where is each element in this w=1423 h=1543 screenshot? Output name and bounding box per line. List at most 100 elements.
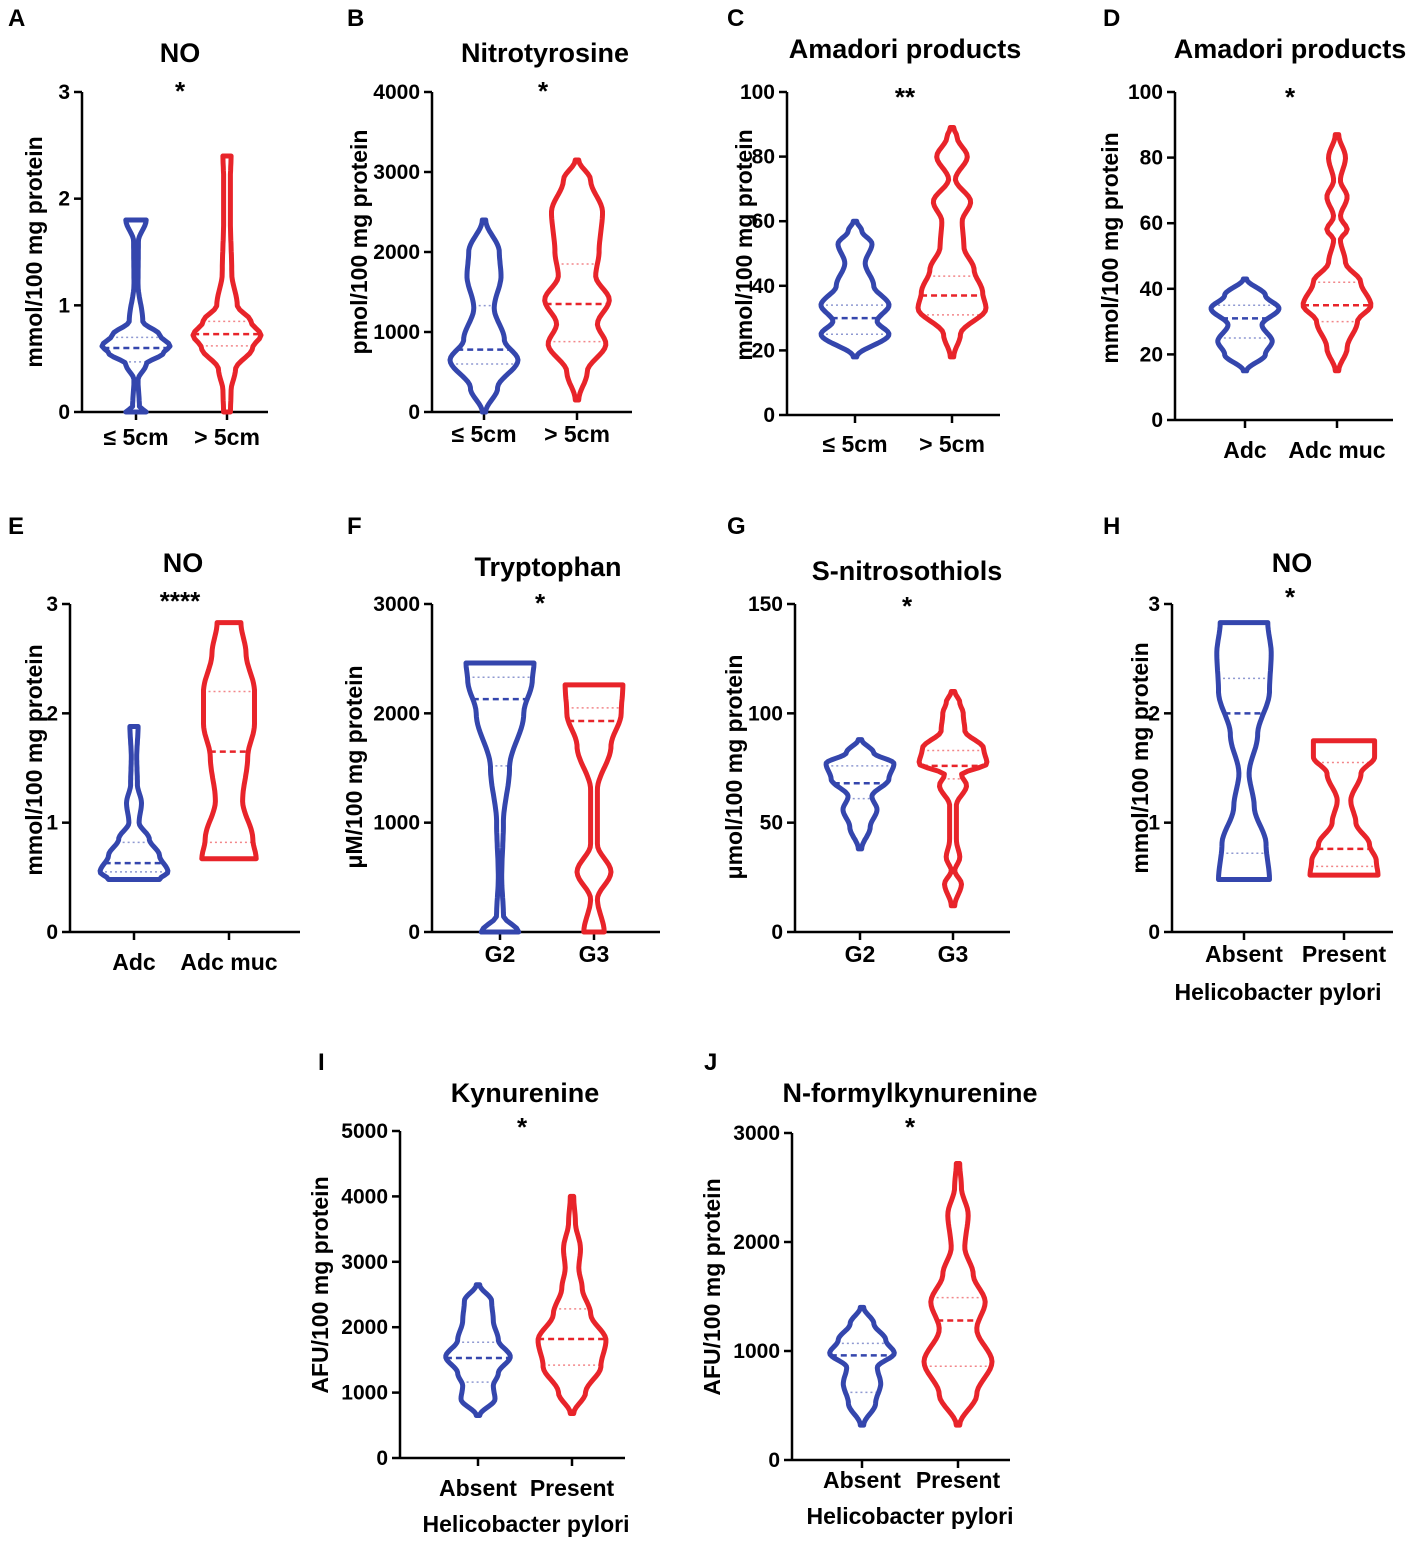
panel-g: G S-nitrosothiols * μmol/100 mg protein 0 50 1… — [721, 513, 1010, 967]
x-axis-title: Helicobacter pylori — [422, 1511, 629, 1537]
y-tick-label: 150 — [748, 593, 783, 616]
panel-letter: I — [318, 1049, 325, 1076]
violin-shape — [921, 1161, 995, 1428]
chart-title: NO — [163, 548, 204, 578]
y-tick-label: 3000 — [341, 1251, 388, 1274]
y-tick-label: 0 — [58, 401, 70, 424]
x-axis-title: Helicobacter pylori — [1174, 979, 1381, 1005]
violin-shape — [535, 1193, 609, 1416]
significance-marker: * — [517, 1112, 528, 1142]
panel-h: H NO * mmol/100 mg protein 0 1 2 3 Absent Present… — [1103, 513, 1393, 1005]
x-category-label: > 5cm — [194, 424, 260, 450]
chart-title: Nitrotyrosine — [461, 38, 629, 68]
y-axis-label: mmol/100 mg protein — [1097, 132, 1123, 363]
y-tick-label: 0 — [1151, 409, 1163, 432]
x-category-label: Present — [916, 1467, 1001, 1493]
y-axis-label: μmol/100 mg protein — [721, 655, 747, 880]
violin-shape — [827, 1304, 897, 1428]
y-tick-label: 0 — [768, 1449, 780, 1472]
chart-title: S-nitrosothiols — [812, 556, 1003, 586]
panel-letter: E — [8, 513, 24, 540]
x-category-label: G2 — [845, 941, 876, 967]
x-category-label: G3 — [579, 941, 610, 967]
y-tick-label: 80 — [1140, 147, 1163, 170]
x-category-label: Adc muc — [1288, 437, 1385, 463]
y-tick-label: 2 — [1148, 702, 1160, 725]
y-tick-label: 20 — [1140, 343, 1163, 366]
significance-marker: * — [1285, 582, 1296, 612]
violin-shape — [1307, 738, 1381, 878]
y-tick-label: 2000 — [373, 241, 420, 264]
x-category-label: Absent — [439, 1475, 517, 1501]
violin-shape — [97, 724, 171, 882]
chart-title: N-formylkynurenine — [782, 1078, 1037, 1108]
violin-shape — [1208, 276, 1282, 374]
y-tick-label: 50 — [760, 812, 783, 835]
violin-shape — [1300, 132, 1374, 374]
significance-marker: * — [1285, 82, 1296, 112]
y-tick-label: 3000 — [373, 593, 420, 616]
y-tick-label: 0 — [408, 921, 420, 944]
violin-shape — [915, 125, 989, 360]
y-tick-label: 2 — [46, 702, 58, 725]
x-category-label: Adc muc — [180, 949, 277, 975]
y-tick-label: 20 — [752, 339, 775, 362]
panel-c: C Amadori products ** mmol/100 mg protein 0 2… — [727, 5, 1021, 457]
y-tick-label: 1000 — [341, 1382, 388, 1405]
panel-a: A NO * mmol/100 mg protein 0 1 2 3 ≤ 5cm > 5cm — [8, 5, 268, 450]
y-axis-label: mmol/100 mg protein — [21, 644, 47, 875]
significance-marker: ** — [895, 82, 916, 112]
y-tick-label: 1 — [46, 812, 58, 835]
x-category-label: G3 — [938, 941, 969, 967]
violin-shape — [443, 1282, 513, 1418]
y-axis-label: mmol/100 mg protein — [731, 129, 757, 360]
y-axis-label: mmol/100 mg protein — [21, 136, 47, 367]
y-axis-label: AFU/100 mg protein — [699, 1178, 725, 1395]
x-category-label: ≤ 5cm — [103, 424, 168, 450]
significance-marker: **** — [160, 586, 201, 616]
violin-shape — [916, 689, 990, 909]
violin-shape — [190, 153, 264, 415]
significance-marker: * — [538, 76, 549, 106]
panel-d: D Amadori products * mmol/100 mg protein 0 20… — [1097, 5, 1406, 463]
y-tick-label: 1 — [58, 294, 70, 317]
significance-marker: * — [535, 588, 546, 618]
y-tick-label: 1000 — [373, 812, 420, 835]
y-tick-label: 0 — [408, 401, 420, 424]
panel-letter: B — [347, 5, 364, 32]
x-axis-title: Helicobacter pylori — [806, 1503, 1013, 1529]
x-category-label: > 5cm — [919, 431, 985, 457]
y-tick-label: 100 — [748, 702, 783, 725]
chart-title: Amadori products — [789, 34, 1022, 64]
chart-title: NO — [160, 38, 201, 68]
y-tick-label: 1000 — [373, 321, 420, 344]
y-tick-label: 3 — [46, 593, 58, 616]
y-tick-label: 60 — [1140, 212, 1163, 235]
x-category-label: Adc — [1223, 437, 1267, 463]
violin-shape — [463, 660, 537, 935]
chart-title: Tryptophan — [475, 552, 622, 582]
y-tick-label: 1 — [1148, 812, 1160, 835]
chart-title: Amadori products — [1174, 34, 1407, 64]
violin-shape — [1214, 620, 1274, 882]
panel-e: E NO **** mmol/100 mg protein 0 1 2 3 Adc Adc muc — [8, 513, 300, 975]
y-tick-label: 2000 — [341, 1316, 388, 1339]
panel-f: F Tryptophan * μM/100 mg protein 0 1000 2000 30… — [341, 513, 660, 967]
significance-marker: * — [905, 1112, 916, 1142]
y-axis-label: pmol/100 mg protein — [346, 130, 372, 355]
panel-letter: C — [727, 5, 744, 32]
x-category-label: > 5cm — [544, 421, 610, 447]
y-tick-label: 2000 — [733, 1231, 780, 1254]
y-tick-label: 60 — [752, 210, 775, 233]
panel-b: B Nitrotyrosine * pmol/100 mg protein 0 1000 2… — [346, 5, 632, 447]
y-tick-label: 3 — [58, 81, 70, 104]
y-axis-label: AFU/100 mg protein — [307, 1176, 333, 1393]
x-category-label: ≤ 5cm — [451, 421, 516, 447]
y-tick-label: 2000 — [373, 702, 420, 725]
y-axis-label: μM/100 mg protein — [341, 665, 367, 868]
x-category-label: Absent — [823, 1467, 901, 1493]
y-tick-label: 0 — [771, 921, 783, 944]
panel-j: J N-formylkynurenine * AFU/100 mg protein 0 1… — [699, 1049, 1038, 1529]
y-tick-label: 0 — [763, 404, 775, 427]
